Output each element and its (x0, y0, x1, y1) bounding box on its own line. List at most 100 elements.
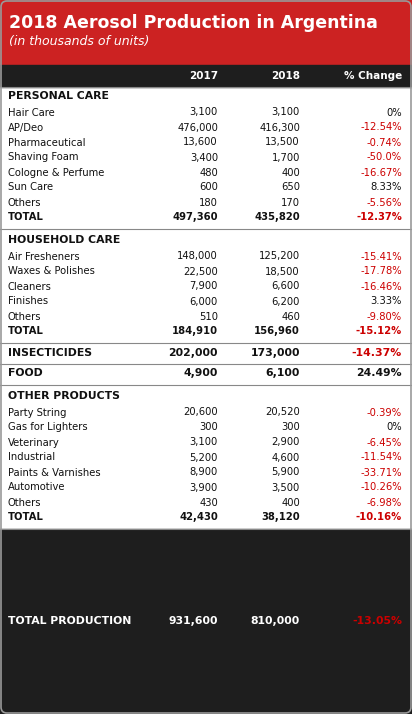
Text: 148,000: 148,000 (177, 251, 218, 261)
Text: Sun Care: Sun Care (8, 183, 53, 193)
Text: -15.41%: -15.41% (360, 251, 402, 261)
Text: 6,000: 6,000 (190, 296, 218, 306)
Text: -10.16%: -10.16% (356, 513, 402, 523)
Text: 125,200: 125,200 (259, 251, 300, 261)
Text: OTHER PRODUCTS: OTHER PRODUCTS (8, 391, 120, 401)
Text: -9.80%: -9.80% (367, 311, 402, 321)
Text: 400: 400 (281, 168, 300, 178)
Text: 2018 Aerosol Production in Argentina: 2018 Aerosol Production in Argentina (9, 14, 378, 31)
Text: -12.37%: -12.37% (356, 213, 402, 223)
Text: 173,000: 173,000 (250, 348, 300, 358)
Text: 430: 430 (199, 498, 218, 508)
Text: Waxes & Polishes: Waxes & Polishes (8, 266, 95, 276)
Text: Shaving Foam: Shaving Foam (8, 153, 79, 163)
Text: HOUSEHOLD CARE: HOUSEHOLD CARE (8, 235, 120, 245)
Text: -0.74%: -0.74% (367, 138, 402, 148)
Text: Automotive: Automotive (8, 483, 66, 493)
Text: 0%: 0% (386, 423, 402, 433)
Text: 13,500: 13,500 (265, 138, 300, 148)
Text: 20,600: 20,600 (183, 408, 218, 418)
Text: 300: 300 (281, 423, 300, 433)
Text: -0.39%: -0.39% (367, 408, 402, 418)
Text: 931,600: 931,600 (169, 616, 218, 626)
Text: FOOD: FOOD (8, 368, 43, 378)
Text: 38,120: 38,120 (261, 513, 300, 523)
Text: 300: 300 (199, 423, 218, 433)
Text: 400: 400 (281, 498, 300, 508)
Bar (0, 0, 412, 65)
Text: 435,820: 435,820 (254, 213, 300, 223)
Text: Veterinary: Veterinary (8, 438, 60, 448)
Text: 170: 170 (281, 198, 300, 208)
Text: 497,360: 497,360 (173, 213, 218, 223)
Text: -6.45%: -6.45% (367, 438, 402, 448)
Text: -15.12%: -15.12% (356, 326, 402, 336)
Text: 0%: 0% (386, 108, 402, 118)
Bar (0, 529, 412, 714)
Text: (in thousands of units): (in thousands of units) (9, 35, 150, 48)
Text: Industrial: Industrial (8, 453, 55, 463)
Text: Others: Others (8, 498, 42, 508)
Text: 810,000: 810,000 (251, 616, 300, 626)
Text: 6,600: 6,600 (272, 281, 300, 291)
Text: 13,600: 13,600 (183, 138, 218, 148)
Text: 8,900: 8,900 (190, 468, 218, 478)
Text: 3,100: 3,100 (272, 108, 300, 118)
Text: 416,300: 416,300 (259, 123, 300, 133)
Text: 202,000: 202,000 (169, 348, 218, 358)
Text: TOTAL: TOTAL (8, 513, 44, 523)
Text: 24.49%: 24.49% (356, 368, 402, 378)
Text: 2018: 2018 (271, 71, 300, 81)
Text: Hair Care: Hair Care (8, 108, 55, 118)
Text: 5,200: 5,200 (190, 453, 218, 463)
Text: -33.71%: -33.71% (360, 468, 402, 478)
Text: -5.56%: -5.56% (367, 198, 402, 208)
Text: -17.78%: -17.78% (360, 266, 402, 276)
Text: 510: 510 (199, 311, 218, 321)
Text: % Change: % Change (344, 71, 402, 81)
Text: -16.46%: -16.46% (360, 281, 402, 291)
Text: 480: 480 (199, 168, 218, 178)
Text: -13.05%: -13.05% (352, 616, 402, 626)
Text: Air Fresheners: Air Fresheners (8, 251, 80, 261)
Text: -16.67%: -16.67% (360, 168, 402, 178)
Text: 3.33%: 3.33% (371, 296, 402, 306)
Text: 20,520: 20,520 (265, 408, 300, 418)
Text: 476,000: 476,000 (177, 123, 218, 133)
Text: -14.37%: -14.37% (352, 348, 402, 358)
Text: 4,600: 4,600 (272, 453, 300, 463)
Text: Party String: Party String (8, 408, 66, 418)
Text: Pharmaceutical: Pharmaceutical (8, 138, 86, 148)
Text: Others: Others (8, 198, 42, 208)
Text: 3,100: 3,100 (190, 438, 218, 448)
Text: 180: 180 (199, 198, 218, 208)
Text: 22,500: 22,500 (183, 266, 218, 276)
Text: Gas for Lighters: Gas for Lighters (8, 423, 88, 433)
Text: 6,100: 6,100 (266, 368, 300, 378)
Text: TOTAL PRODUCTION: TOTAL PRODUCTION (8, 616, 131, 626)
Text: Paints & Varnishes: Paints & Varnishes (8, 468, 101, 478)
Text: 3,500: 3,500 (272, 483, 300, 493)
Text: 600: 600 (199, 183, 218, 193)
Text: 6,200: 6,200 (272, 296, 300, 306)
Text: 7,900: 7,900 (190, 281, 218, 291)
Bar (0, 65, 412, 87)
Text: Finishes: Finishes (8, 296, 48, 306)
Text: -6.98%: -6.98% (367, 498, 402, 508)
Text: 650: 650 (281, 183, 300, 193)
Text: AP/Deo: AP/Deo (8, 123, 44, 133)
Text: 184,910: 184,910 (172, 326, 218, 336)
Text: PERSONAL CARE: PERSONAL CARE (8, 91, 109, 101)
Text: 4,900: 4,900 (184, 368, 218, 378)
Text: 1,700: 1,700 (272, 153, 300, 163)
Text: 5,900: 5,900 (272, 468, 300, 478)
Text: Cologne & Perfume: Cologne & Perfume (8, 168, 104, 178)
Text: 460: 460 (281, 311, 300, 321)
Text: TOTAL: TOTAL (8, 213, 44, 223)
Text: -50.0%: -50.0% (367, 153, 402, 163)
Text: 3,400: 3,400 (190, 153, 218, 163)
Text: -12.54%: -12.54% (360, 123, 402, 133)
Text: INSECTICIDES: INSECTICIDES (8, 348, 92, 358)
Text: 3,900: 3,900 (190, 483, 218, 493)
Text: 2,900: 2,900 (272, 438, 300, 448)
